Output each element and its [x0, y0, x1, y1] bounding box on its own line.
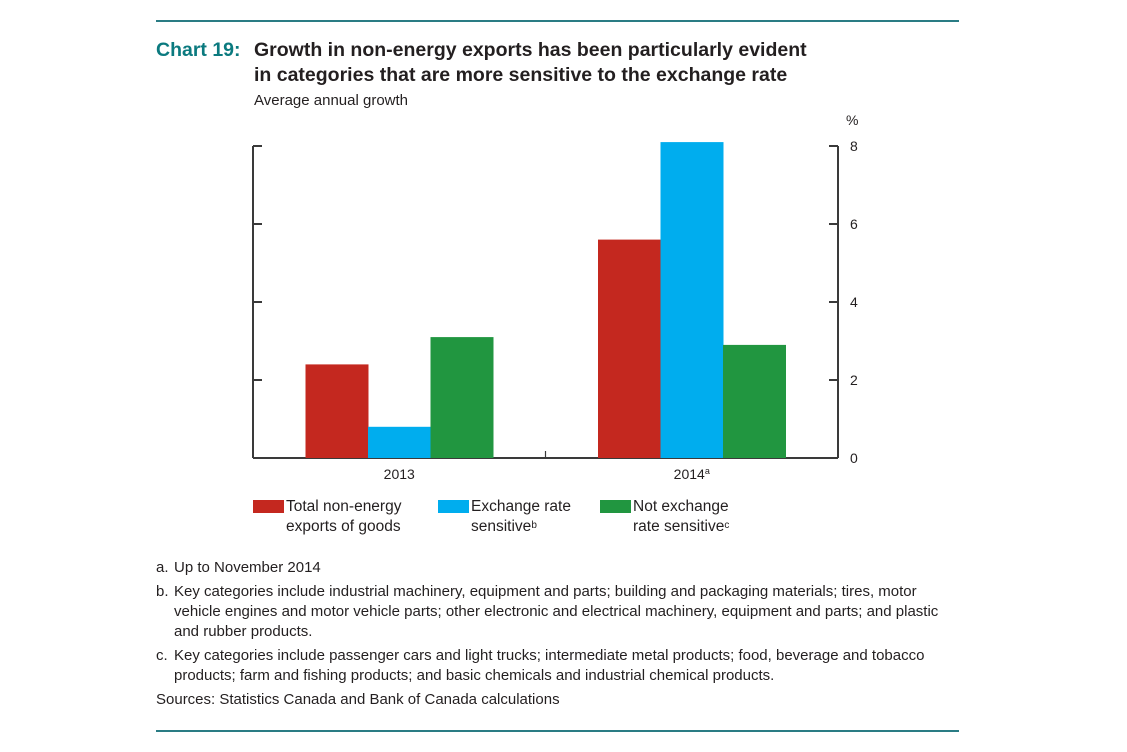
bars	[305, 142, 786, 458]
axis-labels: 0 2 4 6 8% 2013 2014a	[384, 112, 859, 482]
legend-swatch	[253, 500, 284, 513]
footnote-label: c.	[156, 647, 168, 664]
bar-2013-series-2	[368, 426, 431, 458]
legend-label: Exchange rate sensitiveb	[471, 498, 571, 535]
y-tick-label: 6	[850, 216, 858, 232]
bar-chart: 0 2 4 6 8% 2013 2014a	[252, 112, 859, 482]
sources-note: Sources: Statistics Canada and Bank of C…	[156, 691, 560, 708]
bar-2014-series-1	[598, 239, 661, 458]
y-tick-label: 2	[850, 372, 858, 388]
chart-subtitle: Average annual growth	[254, 92, 408, 109]
footnote-text: Key categories include industrial machin…	[174, 583, 939, 640]
bottom-rule	[156, 730, 959, 732]
footnote: c. Key categories include passenger cars …	[156, 646, 956, 686]
bar-2013-series-3	[430, 337, 494, 458]
footnote-label: b.	[156, 583, 169, 600]
footnote: b. Key categories include industrial mach…	[156, 582, 956, 642]
bar-2013-series-1	[305, 364, 369, 458]
x-tick-label: 2014a	[674, 466, 710, 482]
footnote-label: a.	[156, 559, 169, 576]
legend-swatch	[438, 500, 469, 513]
footnote-superscript: c	[724, 520, 730, 531]
top-rule	[156, 20, 959, 22]
y-axis-unit-label: %	[846, 112, 858, 128]
bar-2014-series-2	[660, 142, 724, 458]
footnote: a. Up to November 2014	[156, 558, 956, 578]
title-line-1: Growth in non-energy exports has been pa…	[254, 39, 807, 61]
y-tick-label: 8	[850, 138, 858, 154]
footnote-superscript: b	[531, 520, 537, 531]
chart-title-text: Growth in non-energy exports has been pa…	[254, 38, 894, 88]
chart-number-label: Chart 19:	[156, 39, 241, 61]
y-tick-label: 4	[850, 294, 858, 310]
legend-label: Not exchange rate sensitivec	[633, 498, 730, 535]
footnotes: a. Up to November 2014 b. Key categories in…	[156, 558, 956, 710]
footnote-text: Up to November 2014	[174, 559, 321, 576]
bar-2014-series-3	[723, 344, 786, 458]
title-line-2: in categories that are more sensitive to…	[254, 64, 788, 86]
footnote-superscript: a	[705, 466, 710, 476]
legend-label: Total non-energy exports of goods	[286, 498, 402, 535]
footnote-text: Key categories include passenger cars an…	[174, 647, 925, 684]
x-tick-label: 2013	[384, 466, 415, 482]
legend-swatch	[600, 500, 631, 513]
y-tick-label: 0	[850, 450, 858, 466]
